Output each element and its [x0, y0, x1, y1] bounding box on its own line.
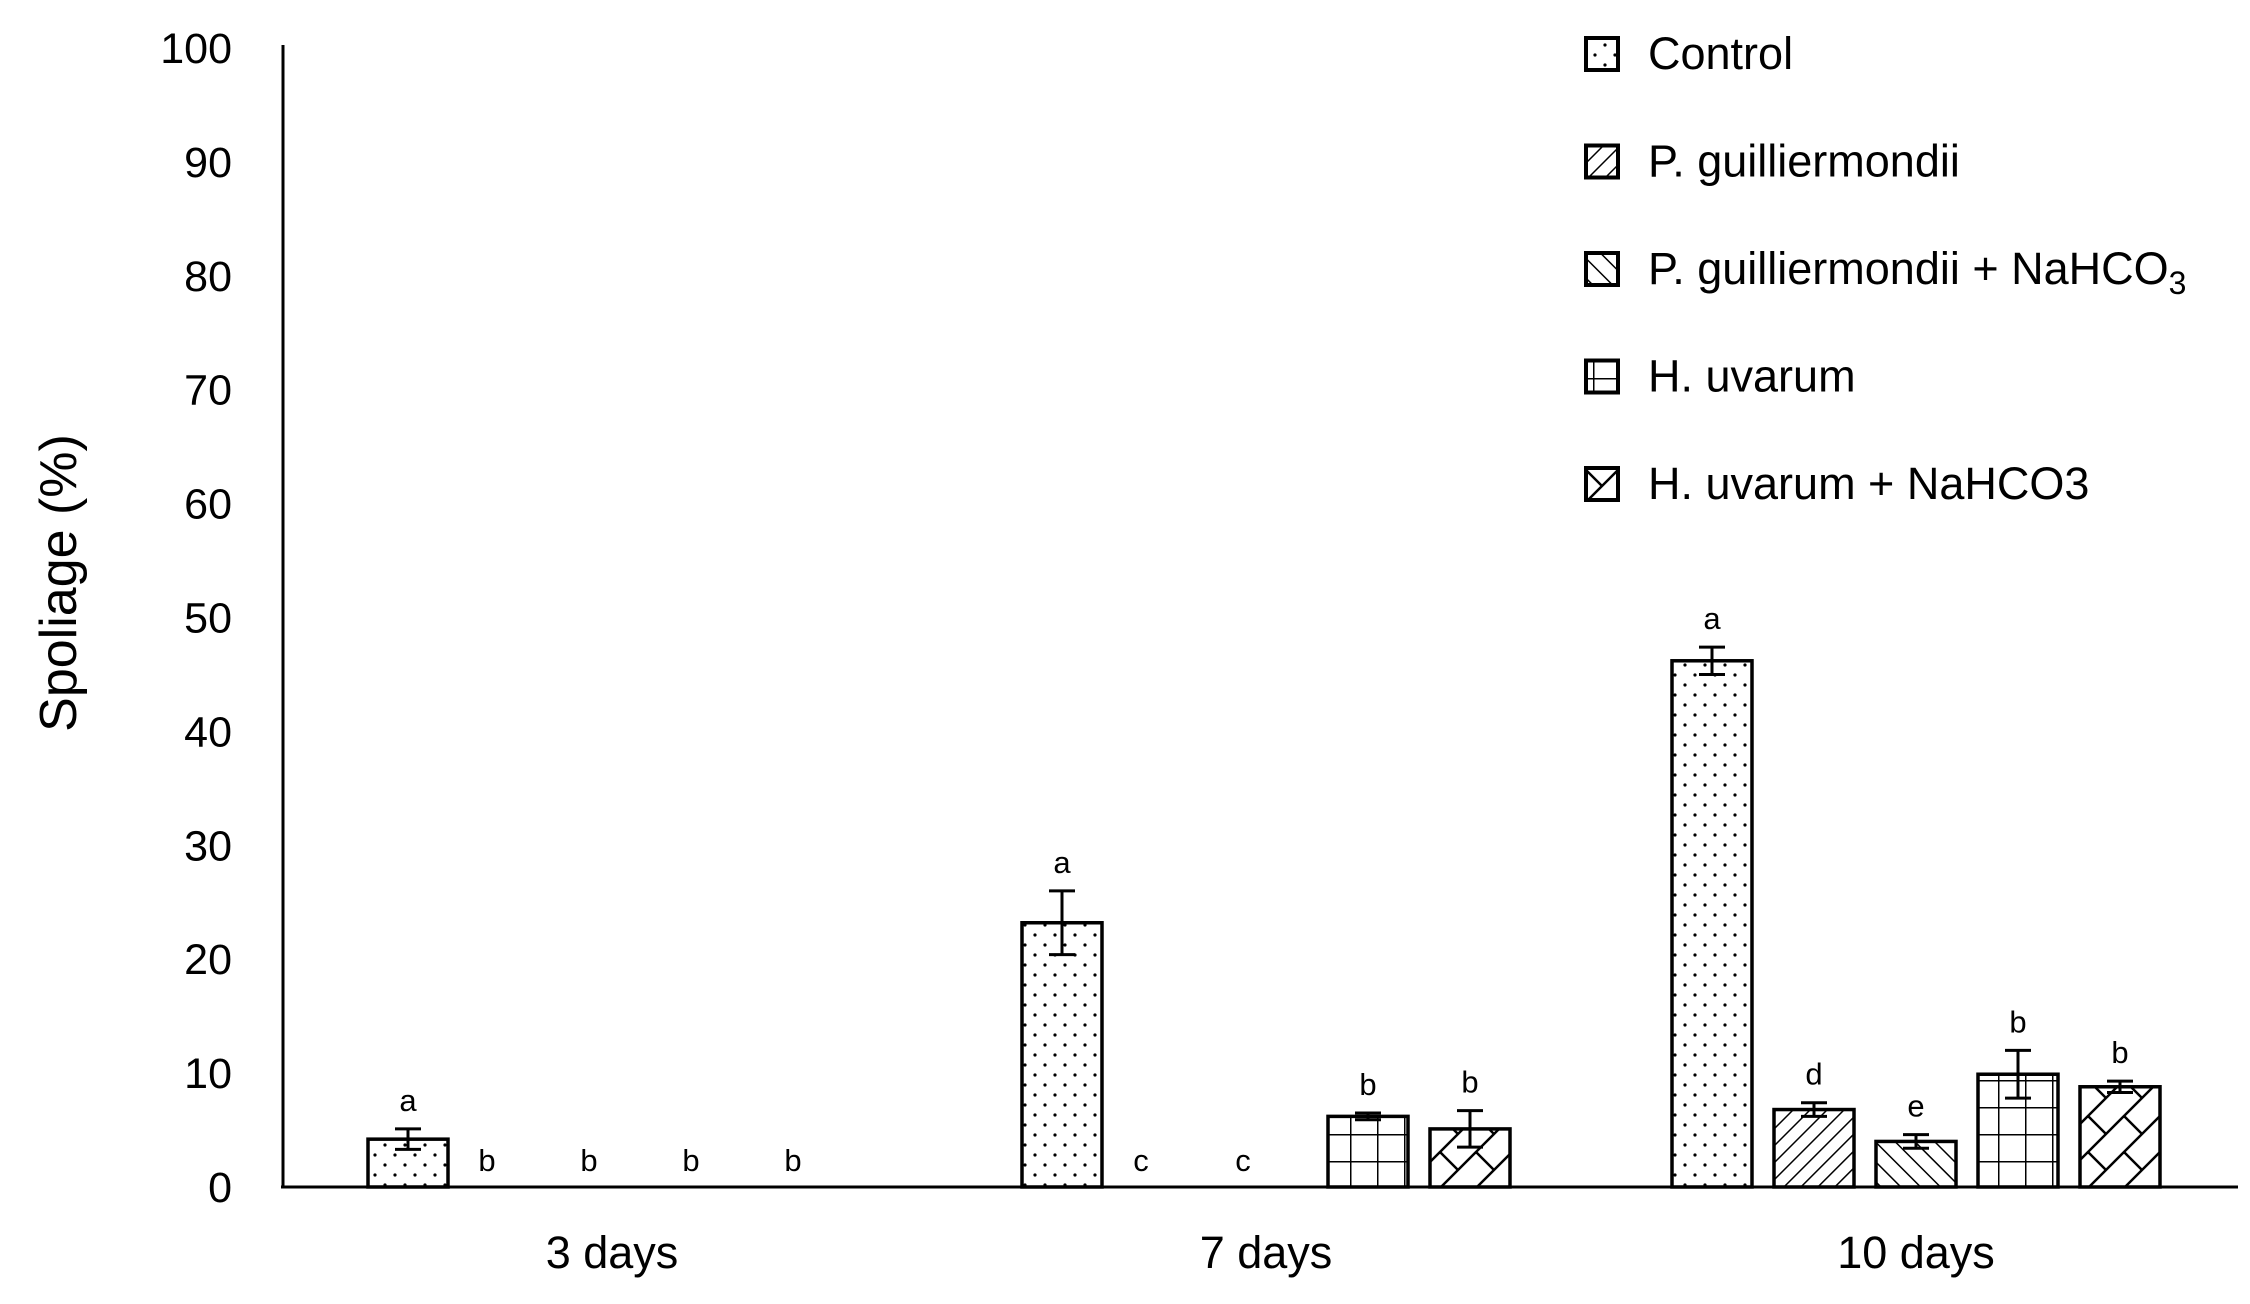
significance-label: b — [784, 1143, 801, 1178]
error-bar — [1355, 1111, 1381, 1122]
significance-label: b — [1461, 1065, 1478, 1100]
significance-label: b — [682, 1143, 699, 1178]
bars-layer — [366, 659, 2162, 1189]
y-tick-label: 90 — [184, 139, 232, 187]
legend-item: Control — [1584, 28, 1793, 79]
bar — [2078, 1085, 2162, 1189]
significance-label: b — [2111, 1035, 2128, 1070]
y-tick-labels: 0 10 20 30 40 50 60 70 80 90 100 — [160, 25, 232, 1212]
legend-item: H. uvarum + NaHCO3 — [1584, 458, 2089, 509]
y-tick-label: 0 — [208, 1164, 232, 1212]
x-category-label: 10 days — [1837, 1227, 1995, 1278]
error-bar — [1049, 889, 1075, 957]
bar — [1326, 1114, 1410, 1189]
legend-item: P. guilliermondii — [1584, 136, 1960, 187]
error-bar — [395, 1127, 421, 1151]
error-bars-layer — [395, 645, 2133, 1151]
bar — [1020, 921, 1104, 1189]
x-category-label: 3 days — [546, 1227, 679, 1278]
significance-label: d — [1805, 1057, 1822, 1092]
legend-item: H. uvarum — [1584, 351, 1856, 402]
error-bar — [1457, 1109, 1483, 1149]
y-tick-label: 50 — [184, 595, 232, 643]
bar — [1772, 1107, 1856, 1189]
y-tick-label: 40 — [184, 708, 232, 756]
y-tick-label: 80 — [184, 253, 232, 301]
significance-labels-layer: a b b b b a c c b b a d e b b — [399, 601, 2128, 1178]
significance-label: e — [1907, 1089, 1924, 1124]
y-tick-label: 60 — [184, 481, 232, 529]
bar — [1670, 659, 1754, 1189]
legend-swatch — [1584, 466, 1620, 502]
legend-label: Control — [1648, 28, 1793, 79]
significance-label: b — [2009, 1004, 2026, 1039]
significance-label: a — [1053, 845, 1071, 880]
y-tick-label: 30 — [184, 822, 232, 870]
y-axis-label: Spoliage (%) — [30, 434, 88, 732]
legend-label: P. guilliermondii — [1648, 136, 1960, 187]
legend-item: P. guilliermondii + NaHCO3 — [1584, 243, 2186, 301]
y-tick-label: 20 — [184, 936, 232, 984]
y-tick-label: 10 — [184, 1050, 232, 1098]
x-category-labels: 3 days 7 days 10 days — [546, 1227, 1995, 1278]
significance-label: c — [1235, 1143, 1251, 1178]
legend-label: P. guilliermondii + NaHCO3 — [1648, 243, 2186, 301]
y-tick-label: 70 — [184, 367, 232, 415]
legend-swatch — [1584, 36, 1620, 72]
y-tick-label: 100 — [160, 25, 232, 73]
error-bar — [1903, 1133, 1929, 1150]
bar — [1976, 1072, 2060, 1189]
significance-label: b — [580, 1143, 597, 1178]
legend: Control P. guilliermondii P. guilliermondi… — [1584, 28, 2186, 509]
error-bar — [1699, 645, 1725, 676]
legend-label: H. uvarum — [1648, 351, 1856, 402]
legend-swatch — [1584, 251, 1620, 287]
legend-label: H. uvarum + NaHCO3 — [1648, 458, 2089, 509]
x-category-label: 7 days — [1200, 1227, 1333, 1278]
significance-label: a — [399, 1083, 417, 1118]
legend-swatch — [1584, 143, 1620, 180]
significance-label: b — [478, 1143, 495, 1178]
error-bar — [2107, 1079, 2133, 1094]
significance-label: b — [1359, 1067, 1376, 1102]
legend-swatch — [1584, 358, 1620, 395]
significance-label: a — [1703, 601, 1721, 636]
error-bar — [1801, 1101, 1827, 1118]
significance-label: c — [1133, 1143, 1149, 1178]
error-bar — [2005, 1048, 2031, 1100]
